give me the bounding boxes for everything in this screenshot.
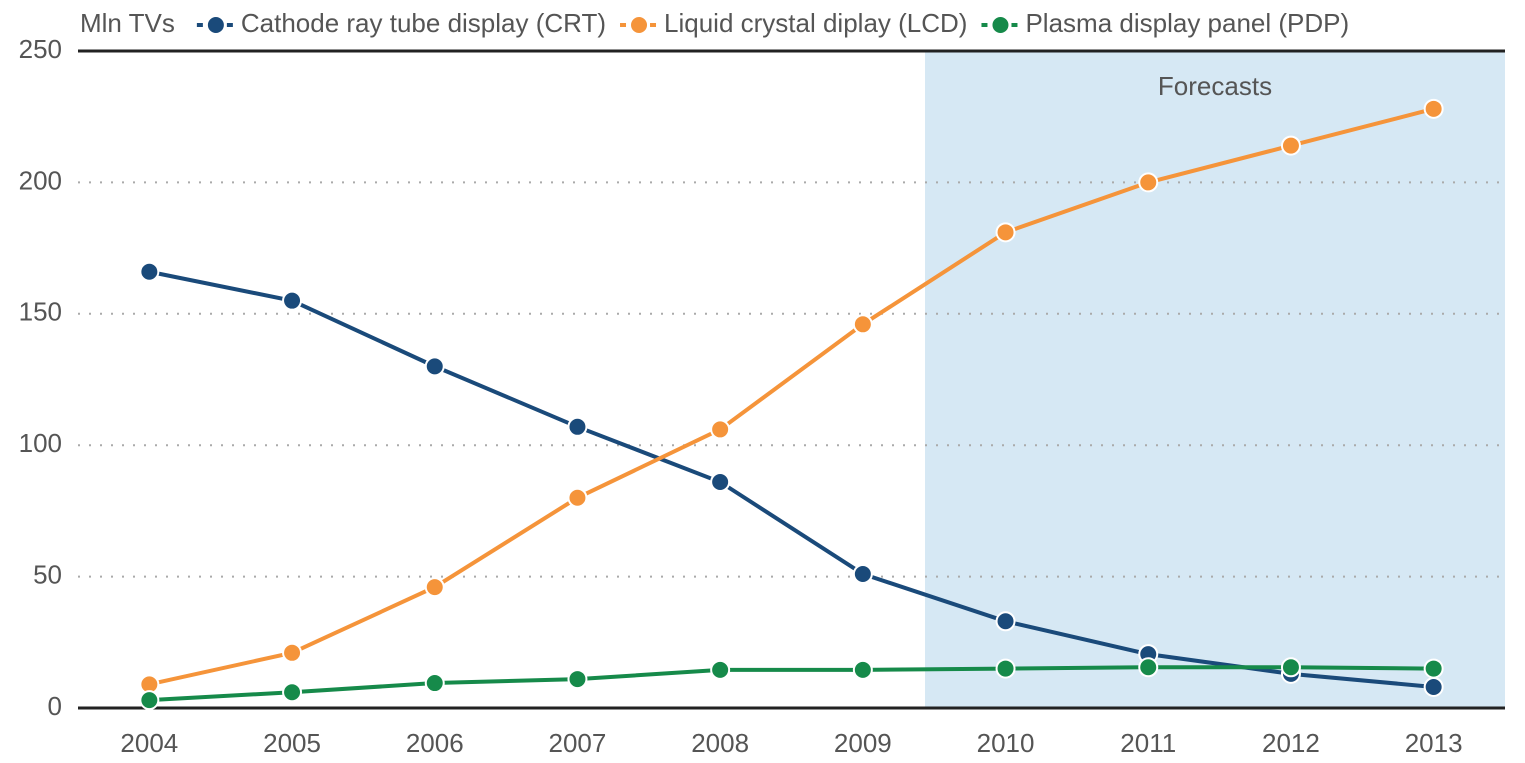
x-tick-label: 2005 bbox=[263, 728, 321, 758]
y-tick-label: 100 bbox=[19, 428, 62, 458]
data-point bbox=[567, 669, 588, 690]
data-point bbox=[852, 563, 873, 584]
data-point bbox=[567, 416, 588, 437]
data-point bbox=[424, 577, 445, 598]
legend-symbol-dot bbox=[205, 15, 226, 35]
x-tick-label: 2011 bbox=[1120, 728, 1176, 758]
y-tick-label: 200 bbox=[19, 165, 62, 195]
data-point bbox=[139, 690, 160, 711]
y-axis-label: Mln TVs bbox=[80, 8, 175, 38]
data-point bbox=[710, 471, 731, 492]
data-point bbox=[1280, 135, 1301, 156]
data-point bbox=[424, 673, 445, 694]
data-point bbox=[282, 642, 303, 663]
data-point bbox=[995, 611, 1016, 632]
data-point bbox=[424, 356, 445, 377]
x-tick-label: 2009 bbox=[834, 728, 892, 758]
y-tick-label: 150 bbox=[19, 297, 62, 327]
series-line bbox=[149, 665, 1434, 703]
data-point bbox=[1423, 676, 1444, 697]
x-tick-label: 2006 bbox=[406, 728, 464, 758]
x-tick-label: 2004 bbox=[120, 728, 178, 758]
data-point bbox=[710, 659, 731, 680]
data-point bbox=[995, 222, 1016, 243]
data-point bbox=[567, 487, 588, 508]
x-tick-label: 2013 bbox=[1405, 728, 1463, 758]
data-point bbox=[995, 658, 1016, 679]
data-point bbox=[1280, 657, 1301, 678]
legend-label: Cathode ray tube display (CRT) bbox=[241, 8, 606, 38]
data-point bbox=[282, 682, 303, 703]
data-point bbox=[1138, 172, 1159, 193]
data-point bbox=[1423, 658, 1444, 679]
legend-label: Liquid crystal diplay (LCD) bbox=[664, 8, 967, 38]
y-tick-label: 50 bbox=[33, 559, 62, 589]
x-tick-label: 2010 bbox=[977, 728, 1035, 758]
x-tick-label: 2008 bbox=[691, 728, 749, 758]
data-point bbox=[1138, 657, 1159, 678]
data-point bbox=[852, 314, 873, 335]
data-point bbox=[282, 290, 303, 311]
y-tick-label: 250 bbox=[19, 34, 62, 64]
data-point bbox=[852, 659, 873, 680]
legend-symbol-dot bbox=[990, 15, 1011, 35]
data-point bbox=[139, 261, 160, 282]
series-line bbox=[148, 106, 1435, 687]
annotation: Forecasts bbox=[1158, 71, 1272, 101]
legend-symbol-dot bbox=[629, 15, 650, 35]
data-point bbox=[710, 419, 731, 440]
y-tick-label: 0 bbox=[48, 691, 62, 721]
series-line bbox=[148, 269, 1434, 689]
data-point bbox=[1423, 98, 1444, 119]
forecast-region bbox=[925, 51, 1505, 708]
x-tick-label: 2007 bbox=[549, 728, 607, 758]
legend-label: Plasma display panel (PDP) bbox=[1025, 8, 1349, 38]
x-tick-label: 2012 bbox=[1262, 728, 1320, 758]
